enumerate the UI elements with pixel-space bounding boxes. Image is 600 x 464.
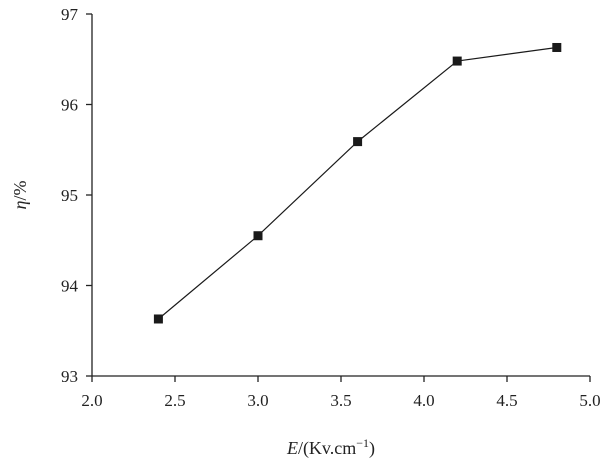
data-point-marker	[253, 231, 263, 241]
x-tick-label: 5.0	[579, 391, 600, 410]
y-tick-label: 93	[61, 367, 78, 386]
y-tick-label: 94	[61, 277, 79, 296]
x-axis-title-var: E	[286, 438, 298, 458]
chart-axes	[91, 14, 590, 377]
data-point-marker	[153, 314, 163, 324]
x-axis-title-sup: −1	[356, 436, 369, 450]
y-axis-title-var: η	[10, 200, 30, 209]
y-tick-label: 97	[61, 5, 79, 24]
data-point-marker	[552, 42, 562, 52]
x-tick-label: 4.0	[413, 391, 434, 410]
tick-group: 2.0 2.5 3.0 3.5 4.0 4.5 5.0 93 94 95 96 97	[61, 5, 600, 410]
x-tick-label: 4.5	[496, 391, 517, 410]
x-tick-label: 3.5	[330, 391, 351, 410]
x-tick-label: 2.0	[81, 391, 102, 410]
data-point-marker	[353, 137, 363, 147]
y-tick-label: 96	[61, 96, 78, 115]
y-axis-title: η/%	[10, 181, 30, 210]
y-axis-title-rest: /%	[10, 181, 30, 201]
x-tick-label: 3.0	[247, 391, 268, 410]
data-point-marker	[452, 56, 462, 66]
series-line	[158, 46, 557, 320]
x-tick-label: 2.5	[164, 391, 185, 410]
x-axis-title: E/(Kv.cm−1)	[286, 436, 375, 459]
series-group	[153, 42, 562, 324]
x-axis-title-close: )	[369, 438, 375, 459]
y-tick-label: 95	[61, 186, 78, 205]
x-axis-title-rest: /(Kv.cm	[298, 438, 356, 459]
